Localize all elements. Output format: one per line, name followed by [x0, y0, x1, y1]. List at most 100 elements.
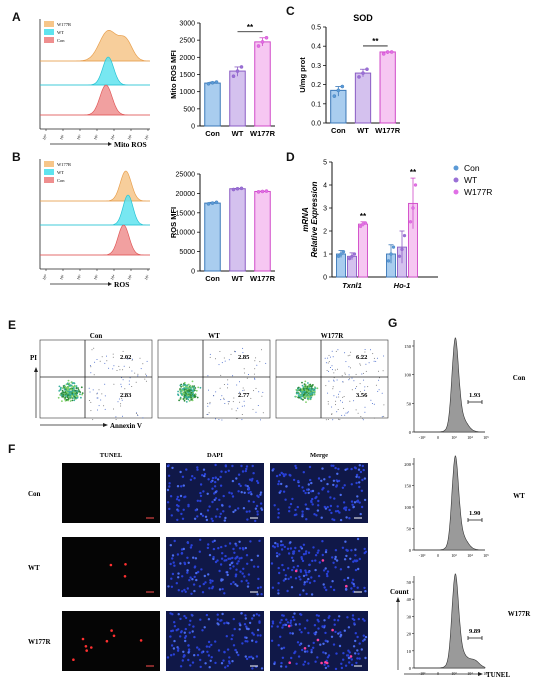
nucleus	[347, 565, 350, 569]
cell-dot	[64, 391, 67, 394]
nucleus	[356, 657, 359, 660]
nucleus	[282, 473, 285, 476]
y-tick-label: 0.3	[311, 63, 321, 70]
x-tick-label: WT	[232, 129, 244, 138]
cell-dot	[301, 392, 304, 395]
nucleus	[284, 577, 287, 581]
legend-swatch	[44, 29, 54, 35]
nucleus	[188, 623, 191, 626]
cell-dot	[304, 389, 307, 391]
nucleus	[280, 618, 283, 622]
cell-dot	[74, 385, 76, 388]
nucleus	[214, 476, 217, 480]
nucleus	[310, 648, 313, 652]
nucleus	[199, 538, 202, 541]
nucleus	[277, 592, 280, 595]
sparse-dot	[344, 372, 346, 374]
cell-dot	[309, 385, 312, 387]
sparse-dot	[349, 378, 351, 380]
x-tick-label: WT	[232, 274, 244, 283]
nucleus	[256, 510, 259, 513]
nucleus	[177, 589, 180, 592]
cell-dot	[66, 396, 69, 398]
data-point	[391, 245, 396, 249]
nucleus	[173, 625, 177, 628]
nucleus	[166, 488, 170, 492]
sparse-dot	[139, 357, 141, 359]
sparse-dot	[121, 397, 123, 399]
x-tick-label: 10³	[451, 671, 457, 676]
nucleus	[228, 505, 231, 508]
nucleus	[206, 546, 210, 550]
cell-dot	[61, 400, 63, 402]
sparse-dot	[237, 417, 238, 419]
nucleus	[238, 547, 242, 550]
nucleus	[286, 589, 289, 593]
quadrant-lr-value: 2.77	[238, 392, 250, 399]
sparse-dot	[255, 357, 257, 359]
nucleus	[223, 519, 226, 522]
panel-letter-a: A	[12, 10, 21, 24]
cell-dot	[303, 383, 306, 385]
nucleus	[286, 621, 290, 624]
sparse-dot	[381, 392, 383, 394]
sparse-dot	[232, 375, 234, 377]
nucleus	[322, 642, 325, 645]
data-point	[363, 221, 368, 225]
sparse-dot	[108, 367, 110, 369]
cell-dot	[62, 385, 65, 387]
nucleus	[177, 505, 180, 508]
cell-dot	[60, 386, 62, 389]
sparse-dot	[94, 361, 96, 363]
nucleus	[260, 507, 263, 510]
sparse-dot	[224, 360, 226, 362]
legend-marker	[453, 165, 459, 171]
nucleus	[282, 646, 286, 649]
nucleus	[199, 494, 203, 498]
nucleus	[307, 631, 310, 635]
cell-dot	[303, 386, 306, 388]
sparse-dot	[333, 395, 335, 397]
cell-dot	[64, 396, 67, 399]
nucleus	[259, 634, 262, 637]
nucleus	[307, 551, 311, 554]
data-point	[358, 224, 363, 229]
nucleus	[204, 581, 207, 584]
nucleus	[254, 507, 258, 510]
x-tick-label: 10⁴	[109, 133, 116, 141]
nucleus	[358, 481, 361, 484]
nucleus	[356, 635, 359, 639]
nucleus	[173, 621, 176, 624]
merge-positive-cell	[331, 628, 334, 632]
nucleus	[234, 648, 237, 652]
nucleus	[289, 632, 292, 635]
nucleus	[224, 470, 227, 474]
x-tick-label: 10⁴	[467, 671, 473, 676]
legend-swatch	[44, 177, 54, 183]
nucleus	[188, 579, 191, 582]
sparse-dot	[209, 353, 211, 355]
x-tick-label: Con	[331, 126, 346, 135]
cell-dot	[313, 392, 315, 394]
nucleus	[327, 654, 331, 657]
cell-dot	[193, 394, 196, 396]
nucleus	[167, 474, 171, 477]
nucleus	[310, 593, 314, 596]
nucleus	[299, 578, 302, 581]
nucleus	[332, 643, 336, 646]
cell-dot	[299, 389, 302, 391]
cell-dot	[308, 393, 311, 396]
nucleus	[243, 491, 246, 494]
cell-dot	[71, 382, 74, 385]
nucleus	[305, 573, 308, 577]
quadrant-ur-value: 2.85	[238, 354, 250, 361]
tunel-positive-cell	[81, 637, 85, 641]
nucleus	[279, 621, 282, 624]
y-tick-label: 25000	[176, 172, 196, 179]
sparse-dot	[219, 351, 221, 352]
nucleus	[361, 618, 365, 621]
nucleus	[302, 589, 305, 592]
sparse-dot	[124, 393, 126, 395]
nucleus	[256, 628, 260, 632]
